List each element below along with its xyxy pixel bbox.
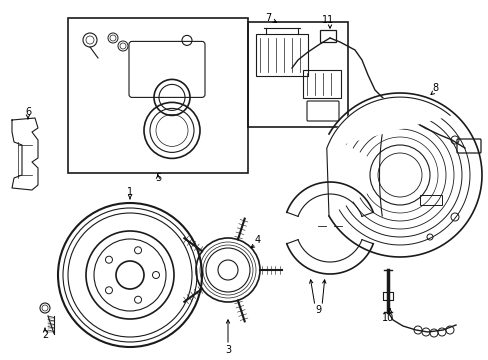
Text: 2: 2	[42, 330, 48, 340]
Bar	[303, 70, 340, 98]
Text: 11: 11	[321, 15, 333, 25]
Text: 8: 8	[431, 83, 437, 93]
Text: 9: 9	[314, 305, 321, 315]
Text: 10: 10	[381, 313, 393, 323]
Text: 4: 4	[254, 235, 261, 245]
Bar	[319, 30, 335, 42]
Text: 5: 5	[155, 173, 161, 183]
Text: 1: 1	[127, 187, 133, 197]
Bar	[247, 22, 347, 127]
Bar	[256, 34, 307, 76]
Text: 6: 6	[25, 107, 31, 117]
Polygon shape	[326, 97, 449, 148]
Text: 3: 3	[224, 345, 231, 355]
Text: 7: 7	[264, 13, 270, 23]
Bar	[419, 195, 441, 205]
Bar	[68, 18, 247, 173]
